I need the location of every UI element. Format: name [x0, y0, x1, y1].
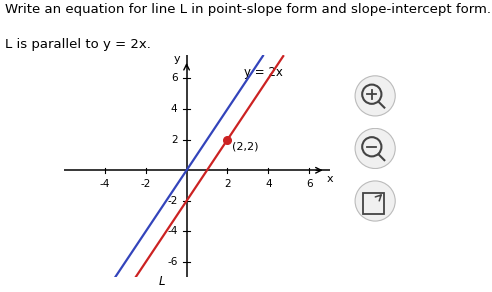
Text: x: x [326, 174, 333, 184]
Text: 2: 2 [224, 179, 231, 189]
Circle shape [355, 128, 395, 168]
Text: -2: -2 [141, 179, 151, 189]
Text: -6: -6 [167, 257, 178, 267]
Text: y: y [174, 53, 181, 64]
Text: 4: 4 [171, 104, 178, 114]
Text: -4: -4 [167, 227, 178, 237]
Text: 4: 4 [265, 179, 272, 189]
Text: Write an equation for line L in point-slope form and slope-intercept form.: Write an equation for line L in point-sl… [5, 3, 491, 16]
Text: (2,2): (2,2) [232, 141, 258, 151]
Text: -4: -4 [100, 179, 110, 189]
Text: y = 2x: y = 2x [244, 66, 283, 79]
Circle shape [355, 181, 395, 221]
Text: 6: 6 [306, 179, 312, 189]
Text: 2: 2 [171, 135, 178, 145]
Text: L is parallel to y = 2x.: L is parallel to y = 2x. [5, 38, 151, 51]
Text: 6: 6 [171, 73, 178, 84]
Text: -2: -2 [167, 196, 178, 206]
Circle shape [355, 76, 395, 116]
Text: L: L [159, 275, 165, 288]
